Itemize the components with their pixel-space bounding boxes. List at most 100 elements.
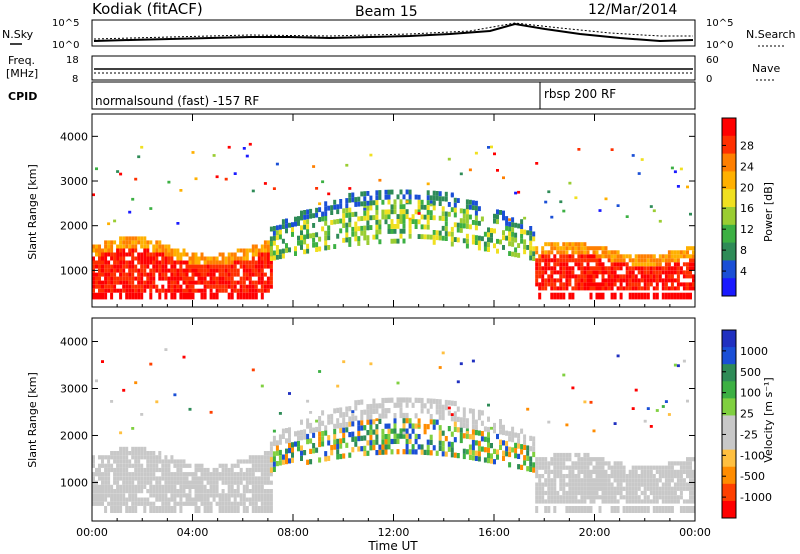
scatter-cell: [254, 501, 258, 506]
scatter-cell: [321, 420, 325, 426]
colorbar-segment: [722, 330, 736, 348]
scatter-cell: [384, 219, 388, 225]
scatter-cell: [309, 459, 313, 465]
scatter-cell: [260, 268, 264, 273]
scatter-cell: [230, 506, 234, 513]
scatter-cell: [104, 476, 108, 481]
scatter-cell: [152, 501, 156, 506]
scatter-cell: [98, 484, 101, 489]
scatter-cell: [405, 449, 409, 455]
scatter-cell: [689, 474, 692, 479]
scatter-cell: [158, 493, 162, 498]
scatter-cell: [450, 416, 454, 422]
scatter-cell: [354, 226, 358, 232]
scatter-cell: [197, 467, 201, 473]
scatter-cell: [92, 455, 95, 460]
scatter-cell: [110, 268, 114, 273]
scatter-cell: [613, 461, 617, 466]
scatter-cell: [607, 274, 611, 279]
scatter-cell: [170, 268, 174, 273]
scatter-cell: [686, 499, 689, 504]
scatter-cell: [366, 440, 370, 446]
scatter-cell: [351, 212, 355, 217]
noise-search-trace: [93, 22, 693, 40]
scatter-cell: [248, 272, 252, 277]
scatter-cell: [562, 246, 566, 251]
scatter-cell: [462, 448, 466, 454]
scatter-cell: [670, 292, 674, 300]
scatter-cell: [610, 469, 614, 474]
scatter-cell: [170, 476, 174, 481]
scatter-cell: [339, 453, 343, 460]
scatter-cell: [580, 486, 584, 491]
scatter-cell: [254, 480, 258, 485]
scatter-cell: [209, 284, 213, 289]
scatter-cell: [604, 282, 608, 287]
cpid-panel: CPID normalsound (fast) -157 RF rbsp 200…: [8, 81, 696, 110]
scatter-cell: [128, 459, 132, 464]
scatter-cell: [692, 495, 695, 500]
scatter-cell: [191, 260, 195, 265]
scatter-cell: [285, 428, 288, 434]
scatter-cell: [598, 495, 602, 500]
scatter-cell: [113, 256, 117, 261]
scatter-cell: [140, 480, 144, 485]
scatter-cell: [692, 258, 695, 263]
scatter-cell: [170, 472, 174, 477]
scatter-cell: [604, 486, 608, 491]
scatter-cell: [239, 288, 243, 293]
scatter-cell: [143, 240, 147, 245]
scatter-cell: [655, 286, 659, 291]
scatter-cell: [215, 280, 219, 285]
scatter-cell: [637, 262, 641, 267]
scatter-cell: [468, 434, 472, 440]
scatter-cell: [245, 480, 249, 485]
scatter-cell: [692, 490, 695, 496]
scatter-cell: [149, 268, 153, 273]
scatter-cell: [580, 246, 584, 251]
scatter-cell: [185, 484, 189, 489]
scatter-cell: [505, 225, 509, 231]
scatter-cell: [92, 248, 95, 253]
scatter-cell: [351, 410, 355, 417]
scatter-cell: [637, 254, 641, 259]
scatter-cell: [221, 472, 225, 477]
scatter-cell: [152, 506, 156, 513]
scatter-cell: [251, 480, 255, 485]
scatter-cell: [357, 216, 361, 222]
scatter-cell: [92, 284, 95, 289]
scatter-cell: [598, 282, 602, 287]
scatter-cell: [188, 463, 192, 468]
scatter-cell: [119, 240, 123, 245]
scatter-cell: [550, 482, 554, 487]
scatter-cell: [493, 459, 496, 465]
scatter-cell: [622, 495, 626, 500]
scatter-cell: [107, 272, 111, 277]
scatter-cell: [438, 440, 442, 446]
scatter-cell: [206, 467, 210, 473]
scatter-cell: [550, 292, 554, 300]
scatter-cell: [233, 489, 237, 494]
scatter-cell: [544, 266, 548, 271]
scatter-cell: [167, 268, 171, 273]
scatter-cell: [664, 486, 668, 491]
scatter-cell: [212, 484, 216, 489]
scatter-cell: [221, 506, 225, 513]
scatter-cell: [610, 506, 614, 513]
scatter-cell: [423, 234, 427, 240]
scatter-cell: [686, 457, 689, 462]
scatter-cell: [426, 200, 430, 205]
scatter-cell: [628, 499, 632, 504]
scatter-cell: [248, 489, 252, 494]
scatter-cell: [487, 403, 490, 407]
scatter-cell: [502, 440, 505, 446]
scatter-cell: [616, 478, 620, 483]
scatter-cell: [502, 230, 505, 236]
scatter-cell: [248, 480, 252, 485]
colorbar-tick-label: -500: [740, 470, 765, 483]
scatter-cell: [589, 282, 593, 287]
scatter-cell: [119, 172, 123, 176]
scatter-cell: [197, 476, 201, 481]
scatter-cell: [248, 284, 252, 289]
scatter-cell: [101, 280, 104, 285]
